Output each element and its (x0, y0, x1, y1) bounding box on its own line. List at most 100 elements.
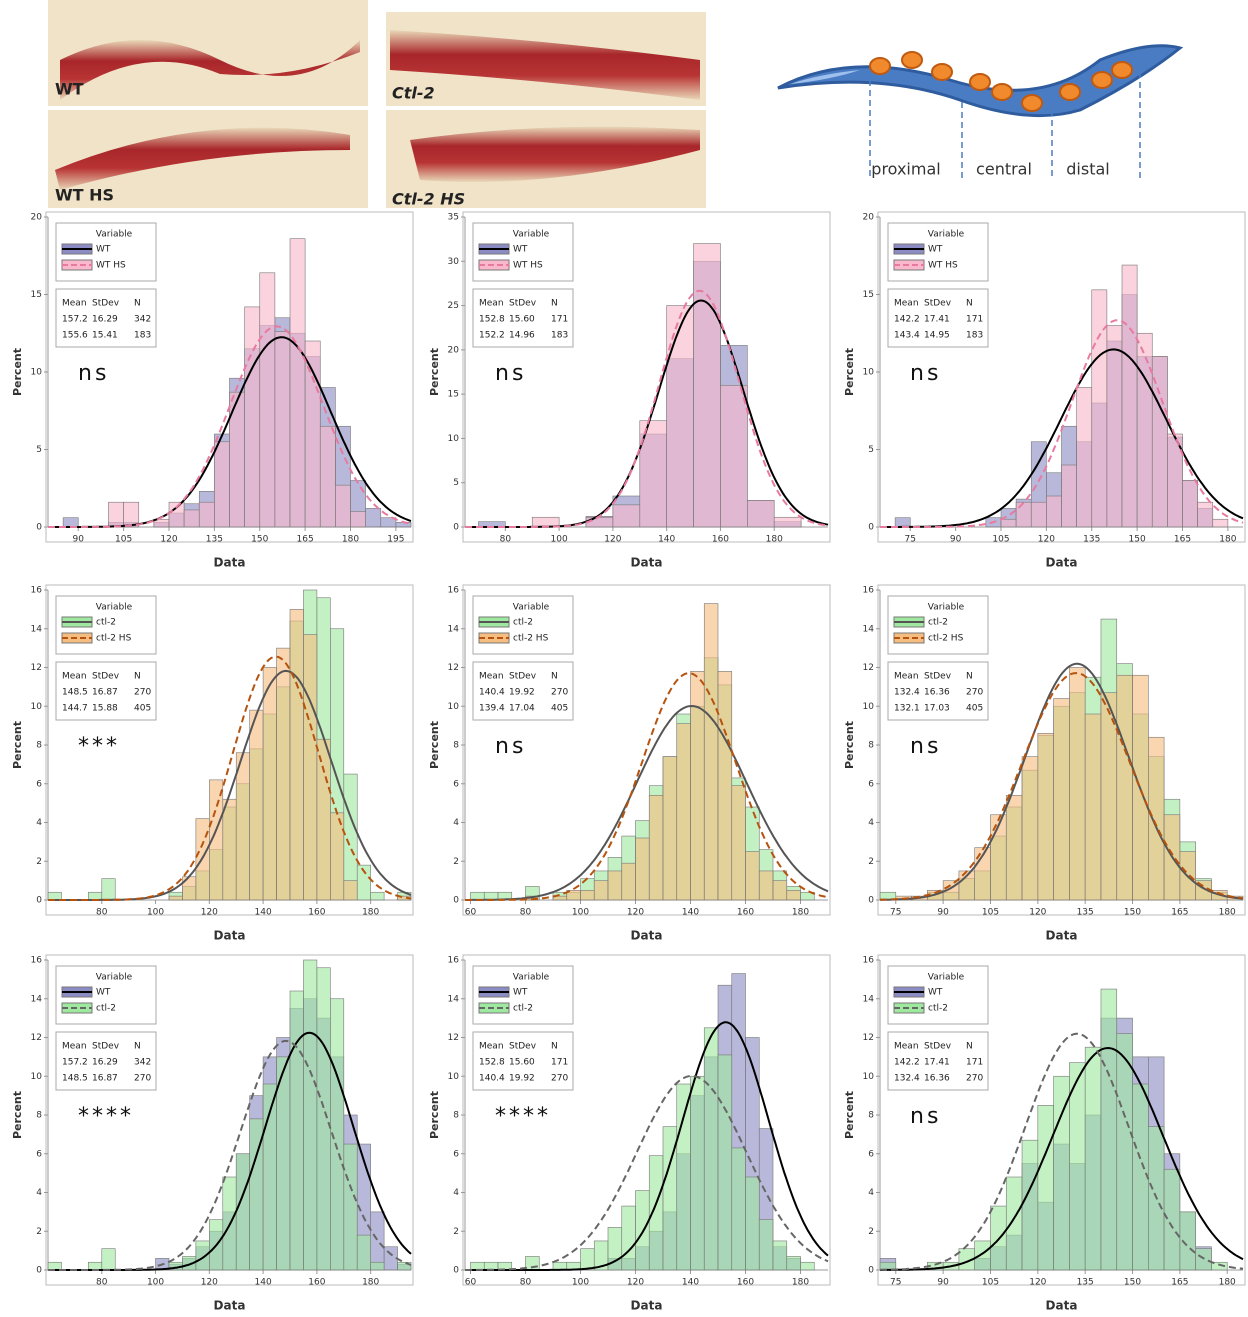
x-tick-label: 75 (890, 908, 901, 918)
histogram-bar (580, 890, 595, 901)
histogram-panel: 0 5 10 15 20 90 105 120 135 150 165 180 195 Data Perce… (11, 211, 414, 570)
histogram-bar (397, 1261, 412, 1271)
histogram-bar (108, 501, 124, 528)
y-tick-label: 6 (868, 779, 874, 789)
x-tick-label: 120 (604, 535, 621, 545)
significance: ns (78, 361, 109, 386)
y-tick-label: 12 (863, 663, 874, 673)
histogram-bar (1197, 501, 1214, 528)
stats-header: N (551, 1042, 558, 1052)
y-tick-label: 12 (863, 1033, 874, 1043)
stats-n: 171 (551, 1058, 568, 1068)
x-tick-label: 180 (1219, 1278, 1236, 1288)
x-tick-label: 90 (937, 1278, 949, 1288)
stats-mean: 140.4 (479, 1074, 505, 1084)
y-tick-label: 2 (453, 857, 459, 867)
stats-n: 171 (966, 1058, 983, 1068)
stats-header: Mean (479, 1042, 504, 1052)
stats-n: 342 (134, 315, 151, 325)
stats-header: StDev (924, 299, 952, 309)
x-tick-label: 120 (1038, 535, 1055, 545)
x-tick-label: 120 (1029, 908, 1046, 918)
histogram-panel: 0 2 4 6 8 10 12 14 16 80 100 120 140 160 180 Data Percen… (11, 954, 414, 1313)
legend-label: ctl-2 HS (513, 634, 549, 644)
fit-curve (880, 672, 1244, 901)
stats-stdev: 19.92 (509, 1074, 535, 1084)
histogram-bar (88, 891, 103, 901)
histogram-bar (1132, 1083, 1149, 1271)
y-tick-label: 10 (863, 1072, 875, 1082)
stats-stdev: 16.29 (92, 315, 118, 325)
y-tick-label: 4 (36, 818, 42, 828)
histogram-bar (1005, 795, 1023, 901)
histogram-bar (690, 1075, 705, 1271)
x-tick-label: 90 (73, 535, 85, 545)
stats-stdev: 17.04 (509, 704, 535, 714)
histogram-bar (316, 738, 331, 901)
stats-box (887, 1031, 989, 1091)
stats-mean: 155.6 (62, 331, 88, 341)
stats-stdev: 15.60 (509, 1058, 535, 1068)
worm (390, 30, 700, 100)
stats-stdev: 16.36 (924, 688, 950, 698)
stats-mean: 144.7 (62, 704, 88, 714)
histogram-bar (1015, 501, 1032, 528)
panel-frame (877, 584, 1246, 916)
histogram-bar (303, 959, 318, 1271)
worm-diagram: proximal central distal (777, 44, 1184, 180)
significance: **** (495, 1104, 551, 1129)
histogram-panel: 0 5 10 15 20 25 30 35 80 100 120 140 160 180 Data Perce… (428, 211, 831, 570)
histogram-bar (635, 837, 650, 901)
x-axis-label: Data (214, 1299, 246, 1313)
histogram-bar (316, 967, 331, 1271)
histogram-bar (1061, 464, 1077, 528)
histogram-bar (648, 795, 664, 901)
stats-n: 183 (966, 331, 983, 341)
stats-box (472, 661, 574, 721)
y-tick-label: 2 (868, 857, 874, 867)
stats-header: Mean (479, 672, 504, 682)
y-axis-label: Percent (428, 721, 441, 769)
significance: ns (495, 361, 526, 386)
x-tick-label: 160 (308, 1278, 325, 1288)
x-axis-label: Data (1046, 556, 1078, 570)
histogram-bar (676, 1083, 691, 1271)
y-tick-label: 4 (36, 1188, 42, 1198)
fit-curve (880, 1046, 1244, 1271)
stats-mean: 142.2 (894, 315, 920, 325)
x-tick-label: 100 (551, 535, 568, 545)
y-tick-label: 10 (448, 434, 460, 444)
histogram-bar (666, 305, 694, 528)
stats-header: N (551, 672, 558, 682)
photo-label: WT (55, 80, 84, 99)
x-tick-label: 150 (1129, 535, 1146, 545)
stats-n: 405 (966, 704, 983, 714)
stats-header: StDev (924, 1042, 952, 1052)
histogram-bar (731, 785, 746, 901)
stats-header: Mean (62, 672, 87, 682)
x-tick-label: 105 (982, 908, 999, 918)
y-tick-label: 14 (863, 624, 875, 634)
stats-stdev: 16.87 (92, 1074, 118, 1084)
x-tick-label: 120 (1029, 1278, 1046, 1288)
histogram-panel: 0 2 4 6 8 10 12 14 16 60 80 100 120 140 160 180 Data Perc… (428, 584, 831, 943)
x-tick-label: 90 (937, 908, 949, 918)
y-tick-label: 12 (448, 663, 459, 673)
histogram-bar (693, 243, 721, 528)
x-tick-label: 120 (627, 908, 644, 918)
x-tick-label: 140 (682, 908, 699, 918)
y-tick-label: 16 (448, 956, 460, 966)
y-tick-label: 8 (453, 741, 459, 751)
y-tick-label: 10 (31, 1072, 43, 1082)
legend-label: WT HS (928, 261, 958, 271)
region-label: distal (1066, 160, 1109, 179)
stats-header: N (134, 299, 141, 309)
y-tick-label: 8 (36, 741, 42, 751)
x-tick-label: 150 (251, 535, 268, 545)
histogram-bar (635, 1190, 650, 1271)
panel-frame (45, 954, 414, 1286)
x-tick-label: 100 (572, 1278, 589, 1288)
embryos (869, 51, 1133, 112)
histogram-bar (786, 1256, 801, 1271)
stats-n: 405 (134, 704, 151, 714)
